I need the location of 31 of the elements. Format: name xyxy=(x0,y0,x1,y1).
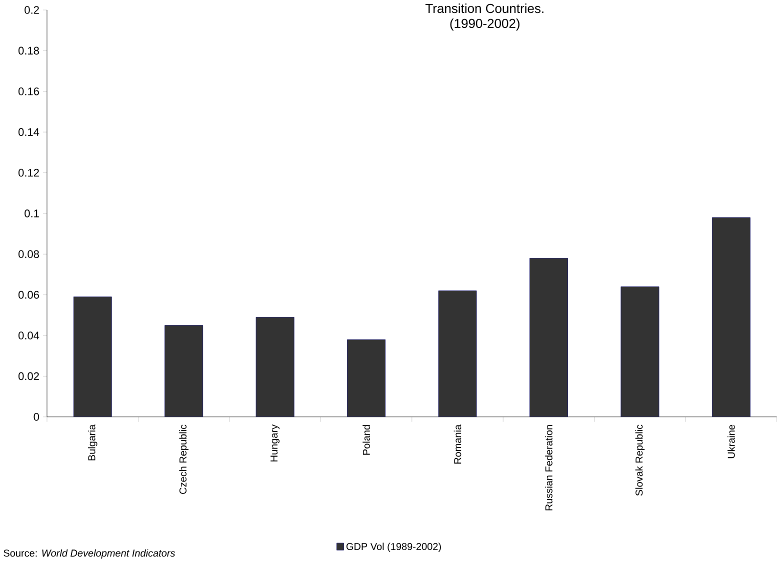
y-tick-label: 0.02 xyxy=(18,372,39,380)
bar xyxy=(529,258,568,417)
bar xyxy=(256,317,294,417)
bar xyxy=(164,325,204,417)
bar xyxy=(347,339,386,417)
chart-title: Transition Countries. xyxy=(425,4,544,14)
bar xyxy=(712,217,750,417)
y-tick-label: 0.06 xyxy=(18,291,39,299)
y-tick-label: 0.12 xyxy=(18,168,39,177)
y-tick-label: 0.18 xyxy=(18,46,39,55)
y-tick-label: 0.16 xyxy=(18,88,39,96)
y-tick-label: 0 xyxy=(34,413,40,421)
text: (1990-2002) xyxy=(450,18,520,31)
y-tick-label: 0.14 xyxy=(18,128,40,136)
x-tick-label: Hungary xyxy=(270,424,280,462)
bar xyxy=(438,290,477,417)
x-tick-label: Ukraine xyxy=(728,424,735,458)
bar xyxy=(620,286,660,417)
bar xyxy=(73,296,112,417)
x-tick-label: Poland xyxy=(362,425,370,455)
x-tick-label: Romania xyxy=(454,424,462,464)
x-tick-label: Slovak Republic xyxy=(635,424,645,496)
x-tick-label: Russian Federation xyxy=(545,425,552,510)
y-tick-label: 0.08 xyxy=(18,250,39,258)
x-tick-label: Czech Republic xyxy=(179,424,188,494)
source-note: Source: World Development Indicators xyxy=(4,549,176,559)
y-tick-label: 0.2 xyxy=(24,6,39,14)
x-tick-label: Bulgaria xyxy=(88,424,98,460)
y-tick-label: 0.1 xyxy=(24,210,39,218)
legend-label: GDP Vol (1989-2002) xyxy=(346,542,441,552)
y-tick-label: 0.04 xyxy=(18,332,40,340)
